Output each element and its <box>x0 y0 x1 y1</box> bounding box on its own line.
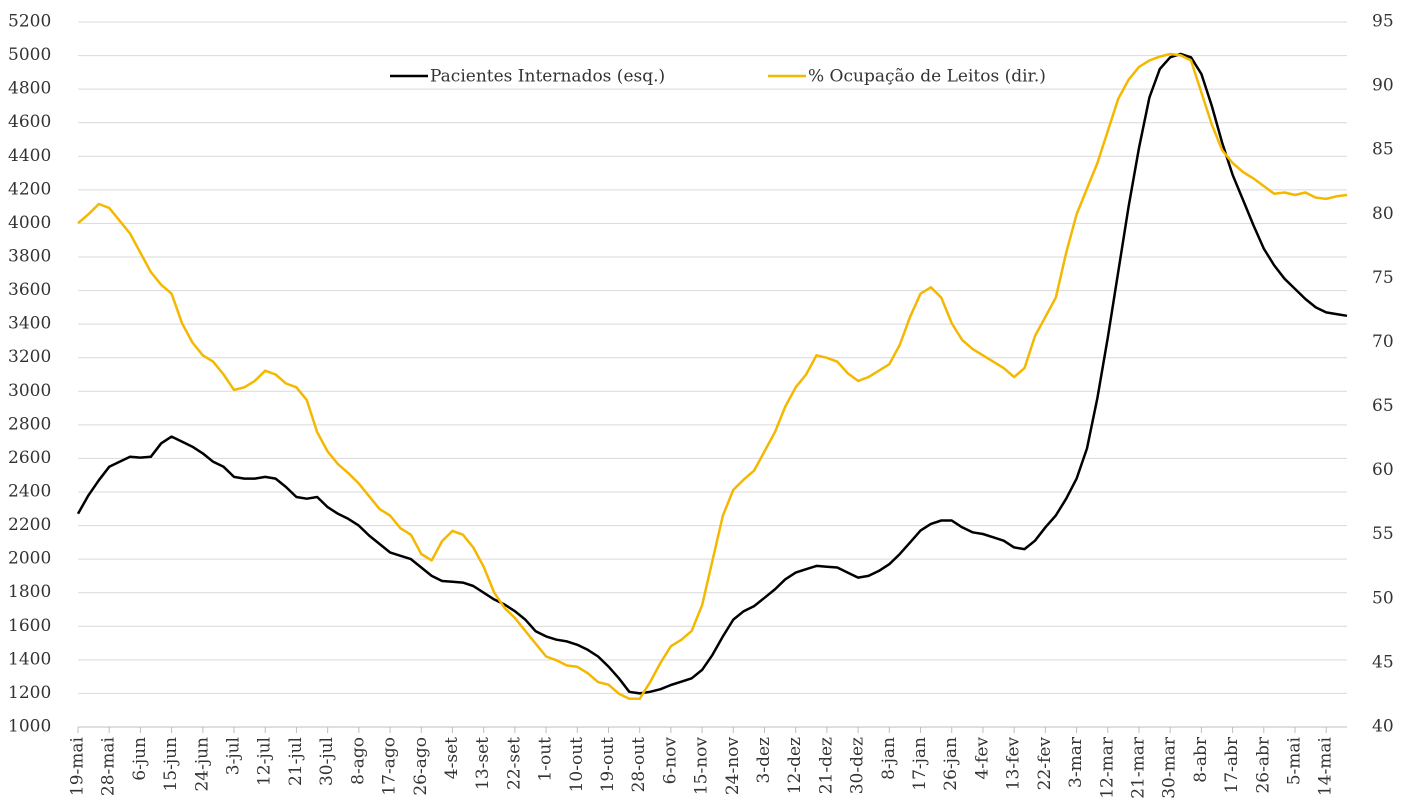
x-tick-label: 8-abr <box>1191 736 1211 783</box>
x-tick-label: 15-nov <box>692 737 712 796</box>
y2-tick-label: 70 <box>1372 332 1394 352</box>
y-tick-label: 1800 <box>8 582 51 602</box>
y2-tick-label: 40 <box>1372 717 1394 737</box>
y2-tick-label: 60 <box>1372 460 1394 480</box>
x-tick-label: 3-dez <box>754 737 774 784</box>
x-tick-label: 26-ago <box>411 737 431 796</box>
legend-label: Pacientes Internados (esq.) <box>430 67 665 87</box>
y-tick-label: 1000 <box>8 717 51 737</box>
data-line <box>77 52 1348 701</box>
x-tick-label: 22-fev <box>1035 737 1055 791</box>
legend-label: % Ocupação de Leitos (dir.) <box>808 67 1046 87</box>
x-tick-label: 15-jun <box>161 737 181 792</box>
y-tick-label: 4800 <box>8 79 51 99</box>
y-tick-label: 4000 <box>8 213 51 233</box>
y-tick-label: 3600 <box>8 280 51 300</box>
x-tick-label: 3-jul <box>224 737 244 775</box>
x-tick-label: 4-set <box>442 737 462 779</box>
x-tick-label: 3-mar <box>1066 736 1086 788</box>
y-tick-label: 2400 <box>8 482 51 502</box>
y2-tick-label: 95 <box>1372 12 1394 32</box>
y-tick-label: 2800 <box>8 414 51 434</box>
x-tick-label: 30-jul <box>317 737 337 786</box>
x-tick-label: 26-jan <box>941 737 961 791</box>
x-tick-label: 17-abr <box>1222 736 1242 793</box>
y-tick-label: 2200 <box>8 515 51 535</box>
x-tick-label: 8-ago <box>348 737 368 785</box>
y-tick-label: 1200 <box>8 683 51 703</box>
x-tick-label: 6-jun <box>130 737 150 781</box>
x-tick-label: 28-mai <box>99 736 119 796</box>
y2-tick-label: 80 <box>1372 204 1394 224</box>
x-tick-label: 12-jul <box>255 737 275 786</box>
data-line <box>76 52 1348 695</box>
y2-tick-label: 75 <box>1372 268 1394 288</box>
x-tick-label: 21-mar <box>1128 736 1148 799</box>
y-tick-label: 2000 <box>8 549 51 569</box>
x-tick-label: 19-mai <box>68 736 88 796</box>
y-tick-label: 5200 <box>8 12 51 32</box>
x-tick-label: 1-out <box>536 737 556 782</box>
y2-tick-label: 45 <box>1372 652 1394 672</box>
y2-tick-label: 85 <box>1372 140 1394 160</box>
x-tick-label: 30-dez <box>848 737 868 794</box>
y2-tick-label: 90 <box>1372 76 1394 96</box>
x-tick-label: 26-abr <box>1253 736 1273 793</box>
y-tick-label: 3800 <box>8 247 51 267</box>
y-tick-label: 3200 <box>8 347 51 367</box>
x-tick-label: 22-set <box>504 737 524 790</box>
x-tick-label: 12-dez <box>785 737 805 794</box>
y-tick-label: 2600 <box>8 448 51 468</box>
y-tick-label: 5000 <box>8 45 51 65</box>
x-tick-label: 5-mai <box>1284 736 1304 785</box>
x-tick-label: 19-out <box>598 737 618 793</box>
y2-tick-label: 50 <box>1372 588 1394 608</box>
x-tick-label: 13-fev <box>1004 737 1024 791</box>
y-tick-label: 4600 <box>8 112 51 132</box>
y-tick-label: 4200 <box>8 179 51 199</box>
x-tick-label: 8-jan <box>879 737 899 780</box>
y2-tick-label: 55 <box>1372 524 1394 544</box>
x-tick-label: 17-ago <box>380 737 400 796</box>
x-tick-label: 6-nov <box>660 737 680 785</box>
x-tick-label: 13-set <box>473 737 493 790</box>
y-tick-label: 1400 <box>8 649 51 669</box>
x-tick-label: 4-fev <box>972 737 992 780</box>
x-tick-label: 30-mar <box>1160 736 1180 799</box>
y2-tick-label: 65 <box>1372 396 1394 416</box>
x-tick-label: 17-jan <box>910 737 930 791</box>
x-tick-label: 14-mai <box>1316 736 1336 796</box>
x-tick-label: 28-out <box>629 737 649 793</box>
x-tick-label: 12-mar <box>1097 736 1117 799</box>
y-tick-label: 1600 <box>8 616 51 636</box>
y-tick-label: 4400 <box>8 146 51 166</box>
x-tick-label: 21-dez <box>816 737 836 794</box>
x-tick-label: 24-jun <box>192 737 212 792</box>
x-tick-label: 10-out <box>567 737 587 793</box>
x-tick-label: 21-jul <box>286 737 306 786</box>
y-tick-label: 3000 <box>8 381 51 401</box>
x-tick-label: 24-nov <box>723 737 743 796</box>
y-tick-label: 3400 <box>8 314 51 334</box>
